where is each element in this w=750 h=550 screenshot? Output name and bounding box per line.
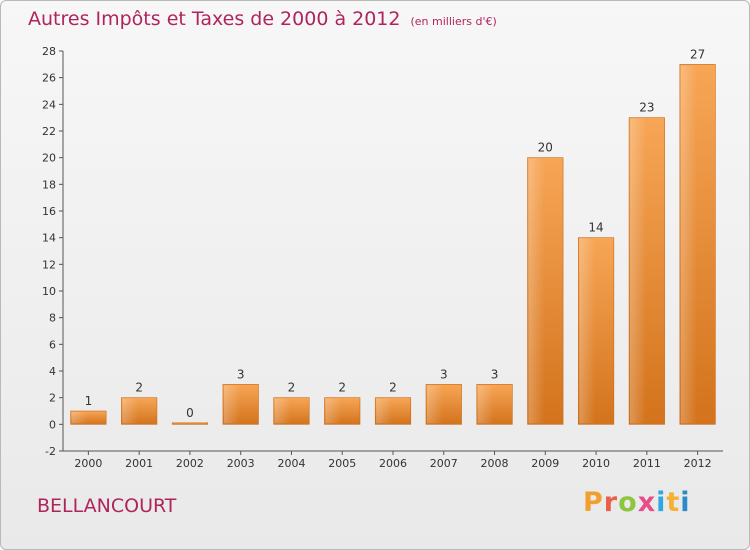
bar-highlight — [630, 118, 647, 424]
bar-highlight — [325, 398, 342, 424]
chart-title: Autres Impôts et Taxes de 2000 à 2012 — [28, 8, 401, 30]
logo-letter: t — [666, 487, 681, 518]
bar-highlight — [376, 398, 393, 424]
y-tick-label: 8 — [49, 312, 56, 325]
bar-value-label: 20 — [538, 141, 553, 155]
bar-highlight — [477, 385, 494, 424]
logo-letter: P — [583, 487, 604, 518]
y-tick-label: -2 — [45, 445, 56, 458]
x-tick-label: 2008 — [481, 457, 509, 470]
bar-highlight — [274, 398, 291, 424]
bar-highlight — [122, 398, 139, 424]
y-tick-label: 10 — [42, 285, 56, 298]
bar-highlight — [223, 385, 240, 424]
y-tick-label: 16 — [42, 205, 56, 218]
x-tick-label: 2003 — [227, 457, 255, 470]
bar-value-label: 3 — [237, 367, 245, 381]
bar-value-label: 14 — [588, 221, 603, 235]
y-tick-label: 14 — [42, 232, 56, 245]
y-tick-label: 28 — [42, 45, 56, 58]
bar-highlight — [71, 412, 88, 424]
bar — [171, 422, 208, 425]
y-tick-label: 0 — [49, 418, 56, 431]
logo-letter: r — [603, 487, 619, 518]
x-tick-label: 2000 — [74, 457, 102, 470]
bar-highlight — [427, 385, 443, 424]
bar-value-label: 23 — [639, 101, 654, 115]
logo-letter: x — [637, 487, 657, 518]
x-tick-label: 2006 — [379, 457, 407, 470]
y-tick-label: 2 — [49, 392, 56, 405]
proxiti-logo: Proxiti — [583, 487, 691, 518]
bar-value-label: 2 — [288, 381, 296, 395]
x-tick-label: 2009 — [531, 457, 559, 470]
x-tick-label: 2004 — [277, 457, 305, 470]
y-tick-label: 22 — [42, 125, 56, 138]
x-tick-label: 2012 — [684, 457, 712, 470]
y-tick-label: 18 — [42, 178, 56, 191]
chart-title-block: Autres Impôts et Taxes de 2000 à 2012 (en… — [28, 8, 497, 30]
bar-value-label: 3 — [491, 367, 499, 381]
bar-value-label: 27 — [690, 47, 705, 61]
bar-value-label: 0 — [186, 406, 194, 420]
bar-value-label: 1 — [85, 394, 93, 408]
commune-name: BELLANCOURT — [37, 495, 177, 517]
bar-highlight — [579, 238, 596, 424]
chart-bars — [70, 64, 716, 425]
bar-value-label: 2 — [389, 381, 397, 395]
bar-highlight — [528, 158, 545, 424]
logo-letter: o — [618, 487, 638, 518]
x-tick-label: 2011 — [633, 457, 661, 470]
bar-highlight — [680, 65, 697, 424]
bar-value-label: 2 — [338, 381, 346, 395]
y-tick-label: 6 — [49, 338, 56, 351]
bar-value-label: 2 — [135, 381, 143, 395]
x-tick-label: 2001 — [125, 457, 153, 470]
logo-letter: i — [656, 487, 667, 518]
y-tick-label: 12 — [42, 258, 56, 271]
y-tick-label: 4 — [49, 365, 56, 378]
y-tick-label: 24 — [42, 98, 56, 111]
y-tick-label: 26 — [42, 72, 56, 85]
x-tick-label: 2007 — [430, 457, 458, 470]
chart-unit-note: (en milliers d'€) — [410, 15, 497, 28]
logo-letter: i — [680, 487, 691, 518]
bar-value-label: 3 — [440, 367, 448, 381]
x-tick-label: 2010 — [582, 457, 610, 470]
x-tick-label: 2005 — [328, 457, 356, 470]
x-tick-label: 2002 — [176, 457, 204, 470]
y-tick-label: 20 — [42, 152, 56, 165]
